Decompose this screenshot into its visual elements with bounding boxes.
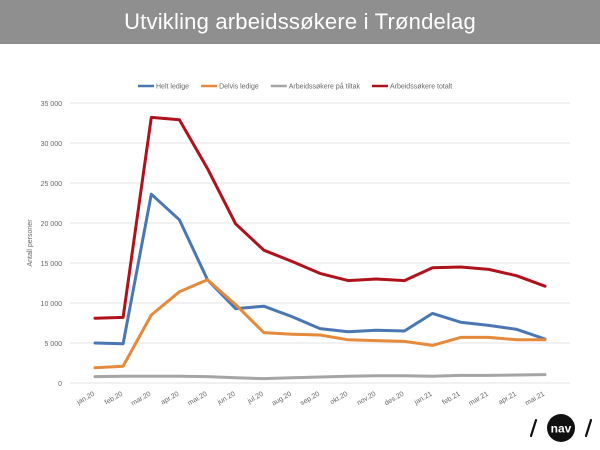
series-line [93,373,547,381]
line-chart: 0 5 000 10 000 15 000 20 000 25 000 30 000 35 0… [27,83,570,408]
x-tick-label: mai.20 [187,391,209,408]
y-tick-label: 25 000 [41,181,63,188]
x-tick-label: mai.21 [524,391,546,408]
x-tick-label: jan.21 [413,391,434,407]
x-tick-label: apr.20 [160,391,180,407]
x-tick-label: apr.21 [498,391,518,407]
legend-label: Arbeidssøkere på tiltak [289,83,361,91]
y-tick-label: 15 000 [41,261,63,268]
x-tick-label: mar.21 [468,391,490,408]
x-tick-label: des.20 [384,391,406,408]
nav-logo: nav [529,414,593,442]
y-tick-label: 10 000 [41,301,63,308]
y-axis-label: Antall personer [27,219,34,267]
x-tick-label: feb.21 [441,391,461,407]
y-tick-label: 20 000 [41,221,63,228]
series-line [93,115,547,320]
x-tick-label: mar.20 [130,391,152,408]
series-line [93,278,547,370]
x-tick-label: sep.20 [299,391,321,408]
x-tick-label: feb.20 [104,391,124,407]
legend-label: Helt ledige [156,84,189,91]
y-tick-label: 0 [58,381,62,388]
series-line [93,192,547,346]
page-title: Utvikling arbeidssøkere i Trøndelag [0,0,600,44]
x-tick-label: nov.20 [356,391,377,407]
legend-label: Arbeidssøkere totalt [390,84,452,91]
x-tick-label: jun.20 [216,391,237,407]
y-tick-label: 5 000 [44,341,62,348]
y-tick-label: 30 000 [41,141,63,148]
legend-label: Delvis ledige [219,84,259,91]
x-tick-label: jan.20 [75,391,96,407]
x-tick-label: jul.20 [246,391,265,406]
svg-text:nav: nav [551,422,572,436]
y-tick-label: 35 000 [41,101,63,108]
x-tick-label: aug.20 [271,391,293,408]
x-tick-label: okt.20 [329,391,349,407]
